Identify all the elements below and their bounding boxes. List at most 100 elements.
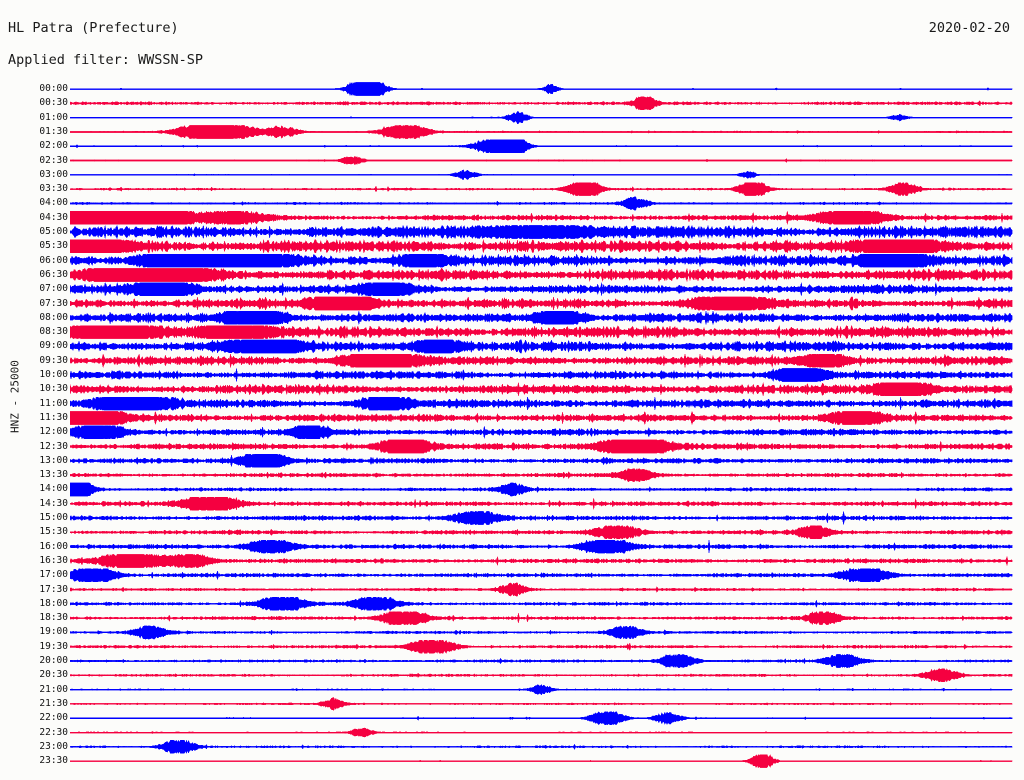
waveform-trace [69, 238, 1013, 254]
waveform-trace [69, 169, 1013, 181]
waveform-trace [69, 482, 1013, 497]
waveform-trace [69, 453, 1013, 468]
time-axis-tick: 17:00 [39, 569, 68, 581]
waveform-trace [69, 281, 1013, 297]
time-axis-tick: 22:30 [39, 726, 68, 738]
time-axis-tick: 05:00 [39, 226, 68, 237]
waveform-trace [69, 668, 1013, 683]
waveform-trace [69, 367, 1013, 383]
waveform-trace [69, 310, 1013, 326]
time-axis-tick: 14:00 [39, 483, 68, 495]
time-axis-tick: 03:30 [39, 183, 68, 195]
time-axis-tick: 21:30 [39, 697, 68, 709]
time-axis-tick: 20:30 [39, 669, 68, 681]
waveform-trace [69, 82, 1013, 96]
time-axis-tick: 00:30 [39, 97, 68, 109]
time-axis-tick: 13:30 [39, 469, 68, 481]
time-axis-tick: 02:00 [39, 140, 68, 152]
time-axis-tick: 03:00 [39, 168, 68, 180]
time-axis-tick: 15:00 [39, 512, 68, 523]
time-axis-tick: 06:30 [39, 268, 68, 280]
waveform-trace [69, 739, 1013, 754]
waveform-trace [69, 96, 1013, 111]
waveform-trace [69, 425, 1013, 440]
time-axis-tick: 20:00 [39, 655, 68, 666]
waveform-trace [69, 267, 1013, 283]
time-axis-tick: 01:30 [39, 125, 68, 137]
time-axis-tick: 13:00 [39, 454, 68, 466]
time-axis-tick: 04:30 [39, 211, 68, 223]
time-axis-tick: 18:00 [39, 597, 68, 609]
time-axis-tick: 09:00 [39, 340, 68, 352]
time-axis-tick: 02:30 [39, 154, 68, 166]
waveform-trace [69, 754, 1013, 769]
time-axis-tick: 17:30 [39, 583, 68, 595]
record-date: 2020-02-20 [928, 20, 1010, 36]
waveform-trace [69, 596, 1013, 611]
time-axis-tick: 11:00 [39, 397, 68, 409]
time-axis-tick: 19:00 [39, 626, 68, 638]
waveform-trace [69, 196, 1013, 211]
waveform-trace [69, 439, 1013, 454]
waveform-trace [69, 684, 1013, 696]
waveform-trace [69, 697, 1013, 711]
waveform-trace [69, 553, 1013, 568]
time-axis-tick: 05:30 [39, 240, 68, 252]
waveform-trace [69, 539, 1013, 554]
time-axis-tick: 11:30 [39, 411, 68, 423]
time-axis-tick: 22:00 [39, 712, 68, 724]
time-axis-tick: 06:00 [39, 254, 68, 266]
waveform-trace [69, 511, 1013, 525]
waveform-trace [69, 468, 1013, 483]
time-axis-tick: 04:00 [39, 197, 68, 209]
time-axis-tick: 10:00 [39, 369, 68, 380]
waveform-trace [69, 381, 1013, 397]
waveform-trace [69, 410, 1013, 426]
waveform-trace [69, 339, 1013, 354]
applied-filter-label: Applied filter: WWSSN-SP [8, 52, 204, 68]
waveform-trace [69, 582, 1013, 597]
time-axis-tick: 08:30 [39, 326, 68, 338]
time-axis-tick: 08:00 [39, 311, 68, 323]
waveform-trace [69, 324, 1013, 340]
waveform-trace [69, 396, 1013, 411]
waveform-trace [69, 727, 1013, 738]
waveform-trace [69, 568, 1013, 583]
time-axis-tick: 01:00 [39, 111, 68, 123]
waveform-trace [69, 124, 1013, 139]
time-axis-labels: 00:00 00:30 01:00 01:30 02:00 02:30 03:00 03:30… [22, 0, 68, 780]
time-axis-tick: 23:30 [39, 755, 68, 767]
time-axis-tick: 07:30 [39, 297, 68, 309]
page-title: HL Patra (Prefecture) [8, 20, 179, 36]
time-axis-tick: 10:30 [39, 383, 68, 395]
time-axis-tick: 12:30 [39, 440, 68, 452]
waveform-trace [69, 625, 1013, 640]
waveform-trace [69, 155, 1013, 166]
time-axis-tick: 19:30 [39, 640, 68, 652]
waveform-trace [69, 253, 1013, 268]
time-axis-tick: 16:00 [39, 540, 68, 552]
waveform-trace [69, 224, 1013, 240]
time-axis-tick: 09:30 [39, 354, 68, 366]
waveform-trace [69, 210, 1013, 225]
time-axis-tick: 16:30 [39, 554, 68, 566]
time-axis-tick: 21:00 [39, 683, 68, 695]
waveform-trace [69, 611, 1013, 626]
waveform-trace [69, 296, 1013, 311]
waveform-trace [69, 111, 1013, 125]
waveform-trace [69, 139, 1013, 154]
time-axis-tick: 23:00 [39, 740, 68, 752]
time-axis-tick: 07:00 [39, 283, 68, 295]
waveform-trace [69, 496, 1013, 511]
waveform-trace [69, 182, 1013, 197]
time-axis-tick: 12:00 [39, 426, 68, 438]
time-axis-tick: 14:30 [39, 497, 68, 509]
time-axis-tick: 15:30 [39, 526, 68, 538]
waveform-trace [69, 711, 1013, 726]
waveform-trace [69, 639, 1013, 654]
time-axis-tick: 18:30 [39, 612, 68, 624]
waveform-trace [69, 353, 1013, 368]
